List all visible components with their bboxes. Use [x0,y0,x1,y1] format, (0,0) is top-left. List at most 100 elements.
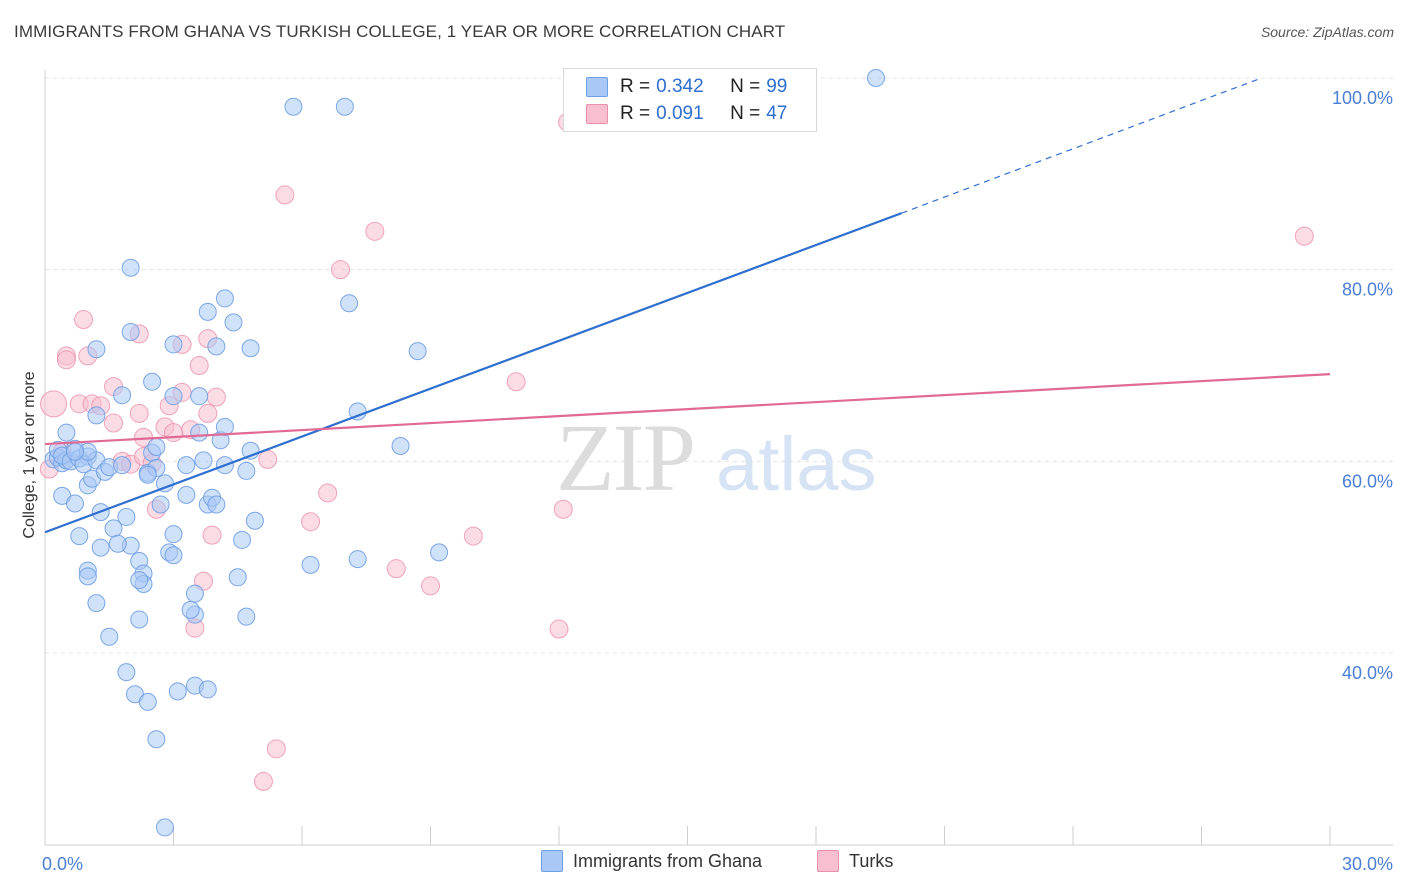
legend-swatch-turks [817,850,839,872]
ghana-point [164,546,183,565]
turks-point [202,525,222,545]
ghana-point [340,294,359,313]
y-tick-label: 40.0% [1342,663,1393,683]
x-tick-label: 0.0% [42,854,83,874]
turks-point [1294,226,1314,246]
watermark: ZIP atlas [556,404,877,511]
ghana-point [168,682,187,701]
legend-row-ghana: R = 0.342 N = 99 [586,74,787,100]
chart-title: IMMIGRANTS FROM GHANA VS TURKISH COLLEGE… [14,22,786,41]
legend-n-value: 47 [766,103,788,124]
turks-trend-line [44,373,1331,446]
turks-point [318,483,338,503]
y-tick-label: 100.0% [1332,88,1393,108]
turks-point [129,403,149,423]
ghana-point [117,663,136,682]
legend-r-value: 0.342 [656,76,704,97]
ghana-point [143,372,162,391]
turks-point [386,559,406,579]
watermark-atlas: atlas [716,422,877,507]
turks-point [40,390,68,418]
turks-point [275,185,295,205]
legend-r-value: 0.091 [656,103,704,124]
ghana-point [155,818,174,837]
ghana-point [284,97,303,116]
ghana-point [70,527,89,546]
turks-points [39,112,1314,791]
ghana-point [100,627,119,646]
ghana-point [130,571,149,590]
legend-swatch-turks [586,104,608,124]
legend-item-ghana[interactable]: Immigrants from Ghana [541,850,762,872]
y-axis-label: College, 1 year or more [21,371,38,538]
ghana-point [130,610,149,629]
ghana-point [87,594,106,613]
ghana-point [121,322,140,341]
ghana-trend-extension [901,77,1262,214]
ghana-point [181,600,200,619]
ghana-point [138,692,157,711]
legend-item-turks[interactable]: Turks [817,850,893,872]
ghana-point [164,387,183,406]
turks-point [164,423,183,443]
turks-point [74,310,94,329]
ghana-point [198,680,217,699]
ghana-point [215,417,234,436]
turks-point [198,403,218,423]
turks-point [506,372,526,392]
legend-r-label: R = [620,76,651,97]
ghana-point [207,495,226,514]
ghana-point [117,507,136,526]
trend-lines [44,77,1331,534]
tick-labels: 40.0% 60.0% 80.0% 100.0% 0.0% 30.0% [42,88,1393,874]
legend-row-turks: R = 0.091 N = 47 [586,101,787,127]
series-legend: Immigrants from Ghana Turks [0,850,1406,878]
ghana-point [348,550,367,569]
ghana-point [237,607,256,626]
watermark-zip: ZIP [556,404,694,511]
turks-point [56,350,76,370]
legend-label-ghana: Immigrants from Ghana [573,850,763,871]
correlation-legend: R = 0.342 N = 99 R = 0.091 N = 47 [563,68,817,132]
ghana-point [164,335,183,354]
ghana-point [408,342,427,361]
turks-point [331,260,351,280]
y-tick-label: 80.0% [1342,280,1393,300]
legend-swatch-ghana [541,850,563,872]
ghana-point [224,313,243,332]
ghana-point [190,387,209,406]
gridlines [45,77,1393,654]
ghana-point [151,495,170,514]
ghana-point [121,258,140,277]
ghana-point [164,525,183,544]
turks-point [553,499,573,519]
legend-n-label: N = [730,103,761,124]
ghana-point [87,406,106,425]
ghana-point [57,423,76,442]
legend-n-value: 99 [766,76,788,97]
ghana-point [91,538,110,557]
turks-point [189,356,209,375]
ghana-point [233,530,252,549]
ghana-point [391,437,410,455]
turks-point [463,526,483,546]
ghana-point [207,337,226,356]
ghana-point [185,584,204,603]
legend-swatch-ghana [586,77,608,97]
ghana-point [177,456,196,475]
ghana-point [108,534,127,553]
source-label: Source: ZipAtlas.com [1260,24,1394,40]
legend-n-label: N = [730,76,761,97]
turks-point [253,771,273,791]
turks-point [104,413,124,433]
ghana-point [147,437,166,456]
ghana-trend-line [44,212,903,534]
turks-point [421,576,440,596]
ghana-point [113,386,132,405]
ghana-point [866,69,885,87]
ghana-point [430,543,449,562]
ghana-point [65,442,84,461]
ghana-point [147,730,166,749]
ghana-point [228,568,247,587]
